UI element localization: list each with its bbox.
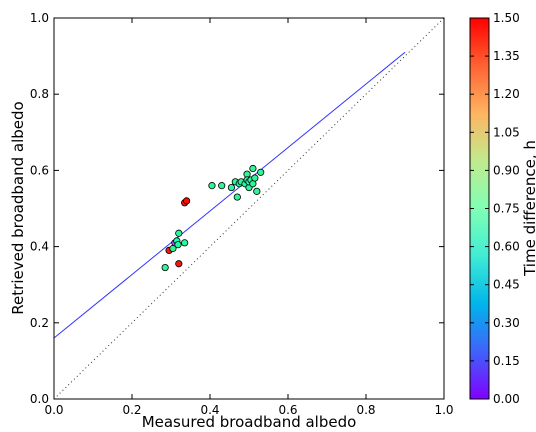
y-tick-label: 0.6 [30,163,49,177]
y-tick-label: 0.2 [30,316,49,330]
data-point [233,193,241,201]
colorbar-tick-label: 1.35 [493,49,520,63]
x-tick-label: 0.0 [44,403,63,417]
data-point [174,241,182,249]
colorbar-tick-label: 0.15 [493,354,520,368]
x-axis-label: Measured broadband albedo [142,413,357,431]
x-tick-label: 1.0 [434,403,453,417]
colorbar-tick-label: 0.75 [493,202,520,216]
data-point [161,263,169,272]
regression-line [54,51,406,339]
data-point [175,260,183,268]
x-tick-label: 0.2 [122,403,141,417]
y-tick-label: 0.0 [30,392,49,406]
x-tick-label: 0.6 [278,403,297,417]
y-axis-label: Retrieved broadband albedo [9,101,27,314]
x-tick-label: 0.4 [200,403,219,417]
colorbar-label: Time difference, h [521,140,536,277]
plot-frame [53,17,445,400]
data-point [218,182,226,190]
data-point [251,174,259,182]
x-axis-ticks: 0.0 0.2 0.4 0.6 0.8 1.0 [44,18,454,417]
y-tick-label: 0.4 [30,240,49,254]
colorbar-tick-label: 1.20 [493,87,520,101]
data-point [181,239,189,247]
data-point [175,229,183,237]
data-point [249,164,257,173]
data-point [208,182,216,190]
data-point [183,197,191,205]
colorbar-tick-label: 1.50 [493,11,520,25]
one-to-one-line [54,18,444,399]
colorbar-tick-label: 0.90 [493,163,520,177]
colorbar-ticks: 0.00 0.15 0.30 0.45 0.60 0.75 0.90 1.05 1.20 1.35… [470,11,520,406]
x-tick-label: 0.8 [356,403,375,417]
fit-lines [54,18,444,399]
colorbar-tick-label: 0.00 [493,392,520,406]
data-points [161,164,265,272]
y-tick-label: 1.0 [30,11,49,25]
colorbar-tick-label: 0.45 [493,278,520,292]
colorbar-tick-label: 0.30 [493,316,520,330]
colorbar-tick-label: 1.05 [493,125,520,139]
data-point [257,168,265,176]
y-tick-label: 0.8 [30,87,49,101]
colorbar-tick-label: 0.60 [493,240,520,254]
data-point [227,183,236,192]
y-axis-ticks: 0.0 0.2 0.4 0.6 0.8 1.0 [30,11,444,406]
data-point [253,187,261,195]
